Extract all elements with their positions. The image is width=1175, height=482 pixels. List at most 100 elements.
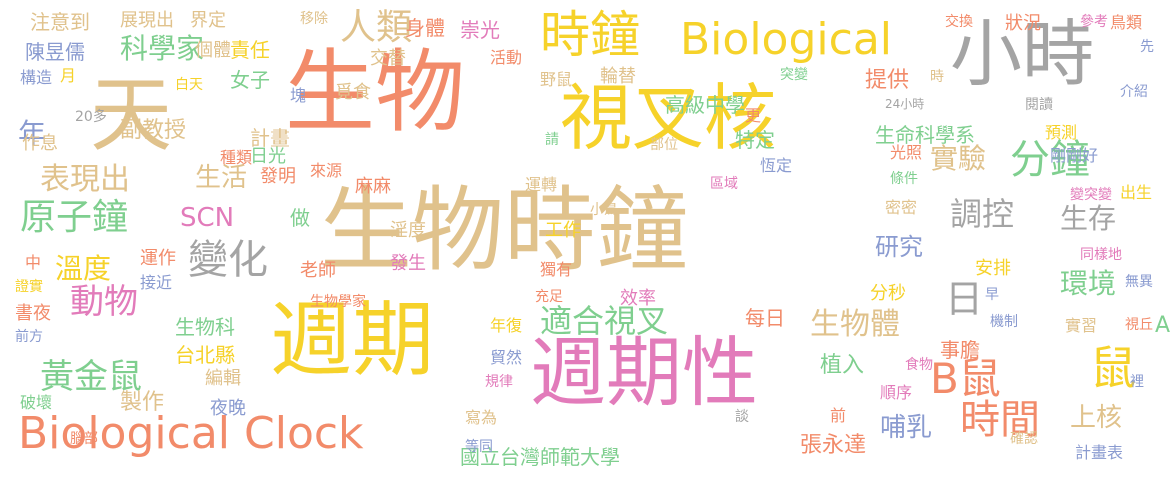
cloud-word: 視叉核	[560, 76, 777, 160]
cloud-word: 女子	[230, 68, 270, 92]
cloud-word: 白天	[175, 77, 203, 93]
cloud-word: 發明	[260, 166, 296, 187]
cloud-word: 溫度	[55, 252, 112, 285]
cloud-word: 原子鐘	[20, 197, 129, 238]
cloud-word: 閱讀	[1025, 97, 1053, 113]
cloud-word: 表現出	[40, 162, 130, 197]
cloud-word: 密密	[885, 198, 918, 217]
cloud-word: 種類	[220, 148, 253, 167]
cloud-word: 預測	[1045, 123, 1078, 142]
cloud-word: 剛剛好	[1050, 146, 1099, 165]
cloud-word: 區域	[710, 176, 738, 192]
cloud-word: 寫為	[465, 408, 498, 427]
cloud-word: 生活	[195, 163, 248, 193]
cloud-word: Biological	[680, 14, 893, 65]
cloud-word: 移除	[300, 11, 328, 27]
cloud-word: 提供	[865, 68, 910, 93]
cloud-word: 時	[930, 69, 944, 85]
cloud-word: 日	[945, 277, 984, 321]
cloud-word: 分秒	[870, 283, 906, 304]
cloud-word: 光照	[890, 143, 923, 162]
cloud-word: 調控	[950, 195, 1015, 233]
cloud-word: 植入	[820, 353, 865, 378]
cloud-word: 充足	[535, 289, 563, 305]
cloud-word: 證實	[15, 279, 43, 295]
cloud-word: 月	[60, 66, 77, 85]
cloud-word: 條件	[890, 171, 918, 187]
cloud-word: 生物科	[175, 315, 235, 339]
cloud-word: 計畫	[250, 126, 290, 150]
cloud-word: 動物	[70, 282, 138, 322]
cloud-word: 夜晚	[210, 398, 246, 419]
cloud-word: SCN	[180, 203, 235, 233]
cloud-word: 生命科學系	[875, 123, 975, 147]
cloud-word: 台北縣	[175, 343, 235, 367]
cloud-word: 運轉	[525, 175, 558, 194]
cloud-word: 崇光	[460, 18, 500, 42]
cloud-word: 腦部	[70, 431, 98, 447]
cloud-word: 發生	[390, 253, 426, 274]
cloud-word: 書夜	[15, 303, 51, 324]
cloud-word: 老師	[300, 260, 336, 281]
cloud-word: 製作	[120, 390, 165, 415]
cloud-word: 同樣地	[1080, 247, 1122, 263]
cloud-word: 小時	[950, 12, 1095, 96]
cloud-word: 國立台灣師範大學	[460, 445, 620, 469]
cloud-word: 交替	[370, 48, 406, 69]
cloud-word: 週期性	[530, 328, 758, 417]
cloud-word: 接近	[140, 273, 173, 292]
cloud-word: 計畫表	[1075, 443, 1124, 462]
cloud-word: 小鳥	[590, 202, 618, 218]
cloud-word: 人類	[340, 7, 413, 48]
cloud-word: 分鐘	[1010, 137, 1090, 183]
cloud-word: 早	[985, 287, 999, 303]
cloud-word: 食物	[905, 357, 933, 373]
cloud-word: 狀況	[1005, 13, 1041, 34]
cloud-word: 先	[1140, 39, 1154, 55]
cloud-word: 運作	[140, 248, 176, 269]
cloud-word: 作息	[22, 133, 58, 154]
cloud-word: 黃金鼠	[40, 357, 142, 397]
cloud-word: 構造	[20, 68, 53, 87]
cloud-word: 年	[18, 117, 47, 150]
cloud-word: 等同	[465, 439, 493, 455]
cloud-word: 做	[290, 206, 310, 230]
cloud-word: 日光	[250, 146, 286, 167]
cloud-word: 鳥類	[1110, 13, 1143, 32]
cloud-word: 裡	[1130, 374, 1144, 390]
cloud-word: 獨有	[540, 260, 573, 279]
cloud-word: 更	[745, 106, 762, 125]
cloud-word: 編輯	[205, 368, 241, 389]
cloud-word: 身體	[405, 16, 445, 40]
cloud-word: 注意到	[30, 10, 90, 34]
cloud-word: 塊	[290, 86, 307, 105]
cloud-word: 20多	[75, 109, 107, 125]
cloud-word: 前方	[15, 329, 43, 345]
cloud-word: 個體	[195, 40, 231, 61]
cloud-word: 高級中學	[665, 93, 745, 117]
cloud-word: 順序	[880, 383, 913, 402]
cloud-word: 時間	[960, 397, 1040, 443]
cloud-word: 環境	[1060, 267, 1117, 300]
cloud-word: 中	[25, 253, 42, 272]
cloud-word: 生存	[1060, 202, 1117, 235]
cloud-word: 突變	[780, 67, 808, 83]
cloud-word: 生物體	[810, 307, 900, 342]
cloud-word: 前	[830, 406, 847, 425]
cloud-word: 貿然	[490, 348, 523, 367]
cloud-word: 請	[545, 132, 559, 148]
cloud-word: 無異	[1125, 274, 1153, 290]
cloud-word: 來源	[310, 161, 343, 180]
cloud-word: 事膽	[940, 338, 980, 362]
cloud-word: 天	[90, 68, 173, 163]
cloud-word: 生物學家	[310, 294, 366, 310]
cloud-word: 參考	[1080, 14, 1108, 30]
cloud-word: 麻麻	[355, 176, 391, 197]
cloud-word: 年復	[490, 316, 523, 335]
cloud-word: 實習	[1065, 316, 1098, 335]
cloud-word: 實驗	[930, 142, 987, 175]
cloud-word: 生物	[285, 40, 465, 145]
cloud-word: 出生	[1120, 183, 1153, 202]
cloud-word: 活動	[490, 48, 523, 67]
